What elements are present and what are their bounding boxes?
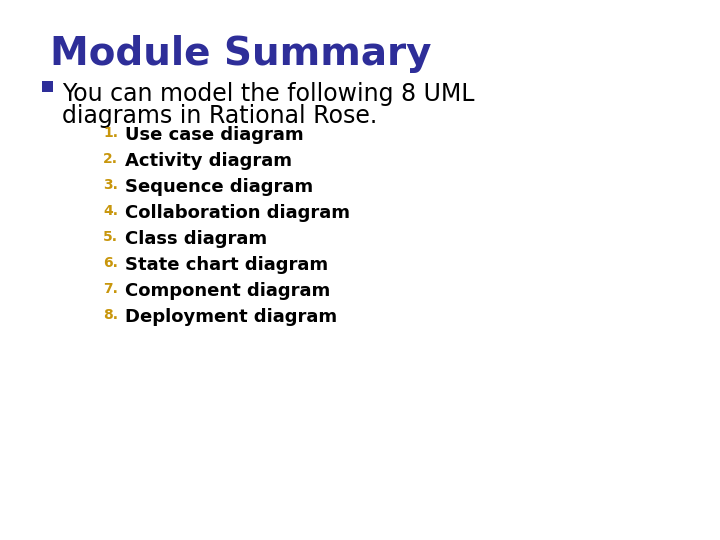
Text: 3.: 3. xyxy=(103,178,118,192)
Text: 1.: 1. xyxy=(103,126,118,140)
Text: 6.: 6. xyxy=(103,256,118,270)
Text: Collaboration diagram: Collaboration diagram xyxy=(125,204,350,222)
Text: Sequence diagram: Sequence diagram xyxy=(125,178,313,196)
Text: State chart diagram: State chart diagram xyxy=(125,256,328,274)
Text: Activity diagram: Activity diagram xyxy=(125,152,292,170)
Text: Module Summary: Module Summary xyxy=(50,35,431,73)
Text: 8.: 8. xyxy=(103,308,118,322)
Text: 5.: 5. xyxy=(103,230,118,244)
Text: Class diagram: Class diagram xyxy=(125,230,267,248)
Text: Deployment diagram: Deployment diagram xyxy=(125,308,337,326)
Text: Component diagram: Component diagram xyxy=(125,282,330,300)
Text: Use case diagram: Use case diagram xyxy=(125,126,304,144)
Text: 7.: 7. xyxy=(103,282,118,296)
Text: 4.: 4. xyxy=(103,204,118,218)
Bar xyxy=(42,81,53,92)
Text: You can model the following 8 UML: You can model the following 8 UML xyxy=(62,82,474,106)
Text: diagrams in Rational Rose.: diagrams in Rational Rose. xyxy=(62,104,377,128)
Text: 2.: 2. xyxy=(103,152,118,166)
